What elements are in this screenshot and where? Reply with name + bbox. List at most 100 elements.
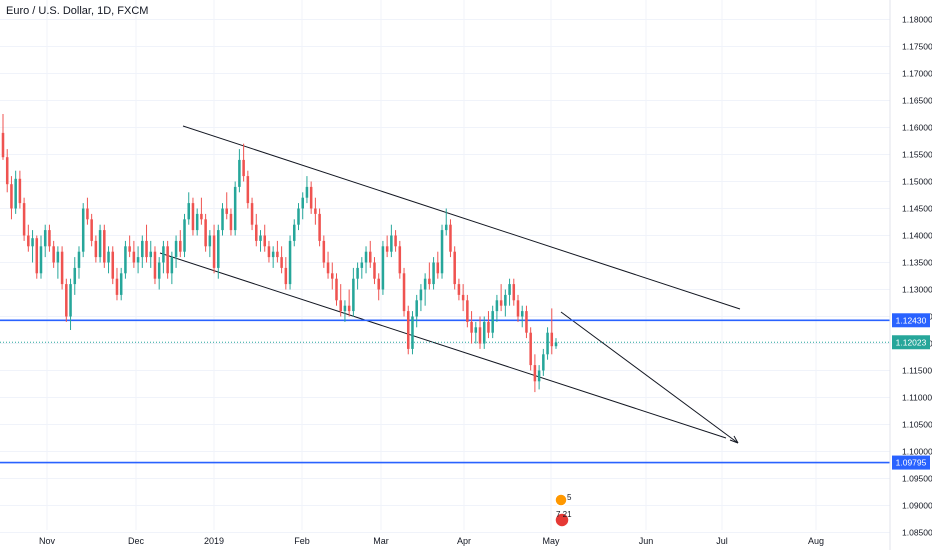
candle[interactable]: [356, 262, 359, 290]
candle[interactable]: [246, 170, 250, 209]
candle[interactable]: [267, 240, 271, 263]
candle[interactable]: [145, 224, 148, 263]
candle[interactable]: [478, 316, 482, 349]
candle[interactable]: [280, 246, 283, 274]
candle[interactable]: [293, 219, 296, 247]
candle[interactable]: [18, 170, 22, 209]
candle[interactable]: [301, 192, 304, 220]
candle[interactable]: [520, 305, 524, 328]
candle[interactable]: [195, 208, 199, 236]
candle[interactable]: [208, 230, 212, 258]
candle[interactable]: [406, 305, 410, 355]
candle[interactable]: [525, 305, 528, 339]
candle[interactable]: [461, 284, 465, 312]
candle[interactable]: [347, 289, 351, 317]
candle[interactable]: [60, 246, 64, 290]
candle[interactable]: [529, 327, 532, 371]
candle[interactable]: [187, 192, 191, 225]
candle[interactable]: [487, 311, 490, 339]
candle[interactable]: [179, 230, 182, 258]
candle[interactable]: [124, 240, 127, 279]
candle[interactable]: [69, 278, 72, 330]
candle[interactable]: [149, 240, 153, 268]
candle[interactable]: [305, 176, 309, 204]
candle[interactable]: [470, 311, 473, 344]
candle[interactable]: [39, 235, 43, 279]
candle[interactable]: [398, 240, 402, 279]
candle[interactable]: [81, 203, 85, 258]
candle[interactable]: [225, 192, 228, 220]
candle[interactable]: [419, 284, 423, 312]
candle[interactable]: [415, 294, 418, 328]
candle[interactable]: [309, 181, 313, 214]
candle[interactable]: [56, 246, 60, 279]
candle[interactable]: [449, 219, 452, 258]
candle[interactable]: [200, 197, 203, 225]
candle[interactable]: [537, 365, 541, 390]
candle[interactable]: [221, 203, 224, 236]
candle[interactable]: [352, 267, 355, 317]
candle[interactable]: [385, 235, 389, 258]
candle[interactable]: [263, 224, 266, 252]
candle[interactable]: [73, 257, 77, 295]
candle[interactable]: [318, 208, 321, 247]
candle[interactable]: [174, 235, 178, 268]
candle[interactable]: [233, 181, 237, 236]
candle[interactable]: [288, 235, 292, 290]
candle[interactable]: [115, 267, 119, 301]
candle[interactable]: [35, 235, 39, 279]
candle[interactable]: [48, 224, 51, 252]
candle[interactable]: [136, 246, 140, 274]
candle[interactable]: [297, 203, 300, 231]
candle[interactable]: [90, 213, 93, 247]
candle[interactable]: [343, 300, 347, 322]
candle[interactable]: [533, 354, 537, 393]
candle[interactable]: [128, 235, 131, 258]
candle[interactable]: [381, 240, 385, 295]
candle[interactable]: [27, 224, 30, 252]
candle[interactable]: [377, 273, 380, 301]
candle[interactable]: [250, 197, 254, 231]
candle[interactable]: [284, 257, 288, 290]
candle[interactable]: [390, 224, 393, 258]
candle[interactable]: [326, 251, 330, 279]
candle[interactable]: [157, 257, 161, 290]
candle[interactable]: [94, 235, 98, 263]
candle[interactable]: [546, 327, 549, 360]
candle[interactable]: [457, 278, 461, 301]
candle[interactable]: [183, 213, 186, 258]
candle[interactable]: [504, 289, 507, 317]
candle[interactable]: [360, 257, 364, 279]
candle[interactable]: [335, 273, 338, 306]
candle[interactable]: [22, 197, 26, 241]
candle[interactable]: [77, 246, 81, 279]
candle[interactable]: [229, 208, 233, 236]
candle[interactable]: [259, 230, 262, 252]
candle[interactable]: [314, 197, 317, 225]
candle[interactable]: [339, 284, 342, 317]
candle[interactable]: [550, 308, 554, 355]
candle[interactable]: [428, 262, 431, 290]
candle[interactable]: [373, 257, 376, 285]
candle[interactable]: [436, 251, 440, 279]
candle[interactable]: [542, 348, 545, 376]
candle[interactable]: [368, 240, 372, 268]
candle[interactable]: [107, 246, 110, 274]
candle[interactable]: [52, 240, 55, 268]
candle[interactable]: [212, 224, 216, 274]
candle[interactable]: [166, 240, 169, 279]
candle[interactable]: [86, 197, 89, 225]
candle[interactable]: [242, 143, 245, 182]
candle[interactable]: [394, 230, 397, 252]
candle[interactable]: [191, 197, 195, 236]
candle[interactable]: [512, 278, 516, 306]
candle[interactable]: [65, 278, 68, 322]
candle[interactable]: [402, 267, 406, 317]
candle[interactable]: [162, 240, 165, 274]
candle[interactable]: [238, 149, 241, 193]
candle[interactable]: [440, 224, 444, 279]
candle[interactable]: [331, 262, 334, 290]
candle[interactable]: [364, 246, 368, 274]
